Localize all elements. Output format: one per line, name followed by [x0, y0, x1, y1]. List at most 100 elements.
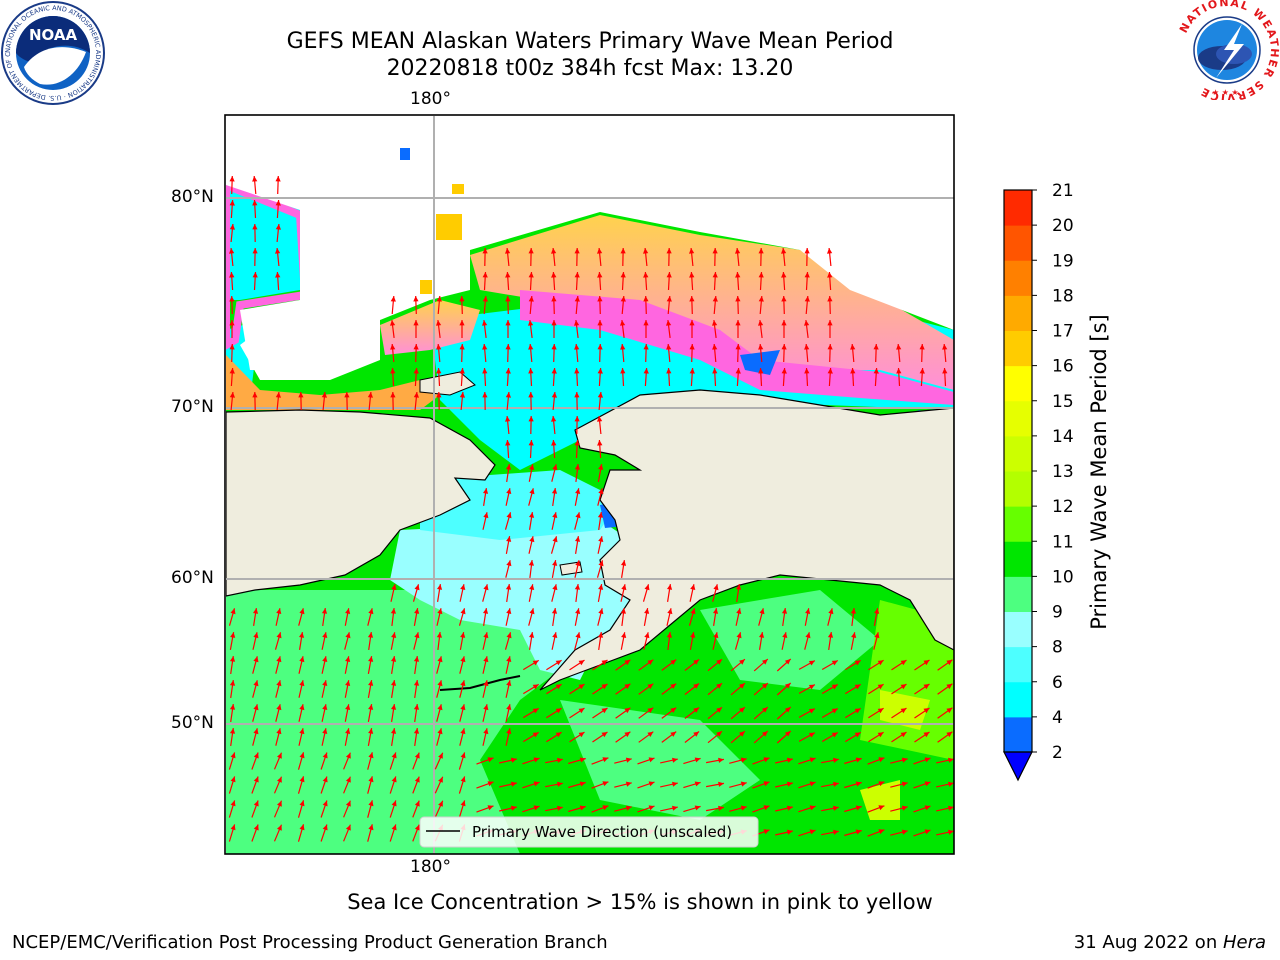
- wave-arrowhead-icon: [229, 656, 236, 662]
- wave-arrowhead-icon: [716, 683, 722, 689]
- wave-arrowhead-icon: [505, 440, 511, 446]
- colorbar-tick-label: 9: [1052, 603, 1063, 623]
- wave-arrowhead-icon: [598, 584, 604, 590]
- wave-arrowhead-icon: [345, 632, 351, 639]
- wave-arrowhead-icon: [276, 656, 282, 663]
- wave-arrowhead-icon: [482, 368, 488, 374]
- wave-arrowhead-icon: [578, 708, 585, 714]
- wave-arrowhead-icon: [739, 683, 745, 689]
- wave-arrowhead-icon: [758, 248, 764, 254]
- wave-arrowhead-icon: [551, 488, 558, 494]
- wave-arrowhead-icon: [506, 488, 512, 494]
- wave-arrowhead-icon: [578, 732, 585, 738]
- wave-arrowhead-icon: [672, 757, 678, 763]
- colorbar-segment: [1004, 295, 1032, 331]
- wave-arrowhead-icon: [528, 272, 534, 278]
- lat-label-80n: 80°N: [171, 187, 214, 207]
- wave-arrowhead-icon: [919, 344, 925, 350]
- wave-arrowhead-icon: [253, 776, 259, 783]
- colorbar-segment: [1004, 225, 1032, 261]
- wave-arrowhead-icon: [808, 660, 815, 666]
- wave-arrowhead-icon: [643, 272, 649, 278]
- wave-arrowhead-icon: [831, 708, 838, 714]
- wave-arrowhead-icon: [413, 344, 419, 350]
- wave-arrowhead-icon: [827, 272, 833, 278]
- wave-arrowhead-icon: [597, 416, 603, 422]
- wave-arrowhead-icon: [620, 248, 626, 254]
- wave-arrowhead-icon: [712, 368, 718, 374]
- wave-arrowhead-icon: [253, 800, 259, 807]
- wave-arrowhead-icon: [533, 781, 540, 787]
- wave-arrowhead-icon: [762, 707, 768, 713]
- wave-arrowhead-icon: [855, 757, 862, 763]
- colorbar-tick-label: 16: [1052, 357, 1074, 377]
- wave-arrowhead-icon: [620, 368, 626, 374]
- wave-arrowhead-icon: [505, 320, 511, 326]
- wave-arrowhead-icon: [391, 656, 397, 662]
- wave-arrowhead-icon: [670, 683, 677, 689]
- wave-arrowhead-icon: [253, 656, 259, 663]
- wave-arrowhead-icon: [229, 368, 235, 374]
- wave-arrowhead-icon: [597, 296, 603, 302]
- wave-arrowhead-icon: [487, 757, 494, 763]
- lat-label-60n: 60°N: [171, 568, 214, 588]
- wave-arrowhead-icon: [299, 776, 305, 783]
- lat-label-50n: 50°N: [171, 713, 214, 733]
- wave-arrowhead-icon: [924, 805, 931, 811]
- wave-arrowhead-icon: [529, 584, 535, 590]
- footer-date: 31 Aug 2022 on: [1073, 932, 1223, 953]
- wave-arrowhead-icon: [601, 684, 608, 690]
- wave-arrowhead-icon: [505, 416, 511, 422]
- wave-arrowhead-icon: [438, 776, 443, 783]
- wave-arrowhead-icon: [345, 752, 351, 759]
- wave-arrowhead-icon: [505, 248, 511, 254]
- wave-arrowhead-icon: [877, 732, 884, 738]
- wave-arrowhead-icon: [648, 781, 655, 787]
- wave-arrowhead-icon: [322, 680, 328, 686]
- wave-arrowhead-icon: [275, 224, 281, 230]
- wave-arrowhead-icon: [643, 344, 649, 350]
- wave-arrowhead-icon: [827, 344, 833, 350]
- wave-arrowhead-icon: [833, 829, 839, 835]
- wave-arrowhead-icon: [712, 320, 718, 326]
- wave-arrowhead-icon: [391, 632, 397, 638]
- wave-arrowhead-icon: [781, 368, 787, 374]
- wave-arrowhead-icon: [621, 560, 627, 566]
- wave-arrowhead-icon: [828, 608, 834, 615]
- wave-arrowhead-icon: [482, 296, 488, 302]
- wave-arrowhead-icon: [781, 344, 787, 350]
- wave-arrowhead-icon: [781, 296, 787, 302]
- wave-arrowhead-icon: [230, 752, 236, 759]
- wave-arrowhead-icon: [322, 752, 328, 759]
- wave-arrowhead-icon: [901, 805, 908, 811]
- wave-arrowhead-icon: [850, 344, 856, 350]
- wave-arrowhead-icon: [483, 512, 489, 519]
- wave-arrowhead-icon: [598, 560, 604, 567]
- wave-arrowhead-icon: [532, 708, 539, 714]
- wave-arrowhead-icon: [850, 368, 856, 374]
- wave-arrowhead-icon: [739, 707, 745, 713]
- wave-arrowhead-icon: [299, 632, 305, 638]
- footer-host: Hera: [1222, 932, 1266, 953]
- wave-arrowhead-icon: [229, 704, 236, 710]
- wave-arrowhead-icon: [551, 392, 557, 398]
- wave-arrowhead-icon: [578, 660, 585, 666]
- wave-arrowhead-icon: [460, 728, 466, 735]
- wave-arrowhead-icon: [575, 632, 581, 639]
- colorbar-segment: [1004, 190, 1032, 226]
- wave-arrowhead-icon: [598, 488, 604, 495]
- wave-arrowhead-icon: [712, 248, 718, 254]
- wave-arrowhead-icon: [557, 805, 563, 811]
- wave-arrowhead-icon: [597, 344, 603, 350]
- wave-arrowhead-icon: [763, 805, 770, 811]
- wave-arrowhead-icon: [739, 659, 745, 665]
- wave-arrowhead-icon: [275, 392, 281, 398]
- wave-arrowhead-icon: [923, 708, 930, 714]
- wave-arrowhead-icon: [252, 200, 258, 206]
- wave-arrowhead-icon: [367, 392, 373, 398]
- map-frame: [224, 114, 955, 855]
- wave-arrowhead-icon: [413, 680, 420, 686]
- wave-arrowhead-icon: [368, 752, 374, 759]
- wave-arrowhead-icon: [602, 757, 609, 763]
- wave-arrowhead-icon: [598, 608, 604, 615]
